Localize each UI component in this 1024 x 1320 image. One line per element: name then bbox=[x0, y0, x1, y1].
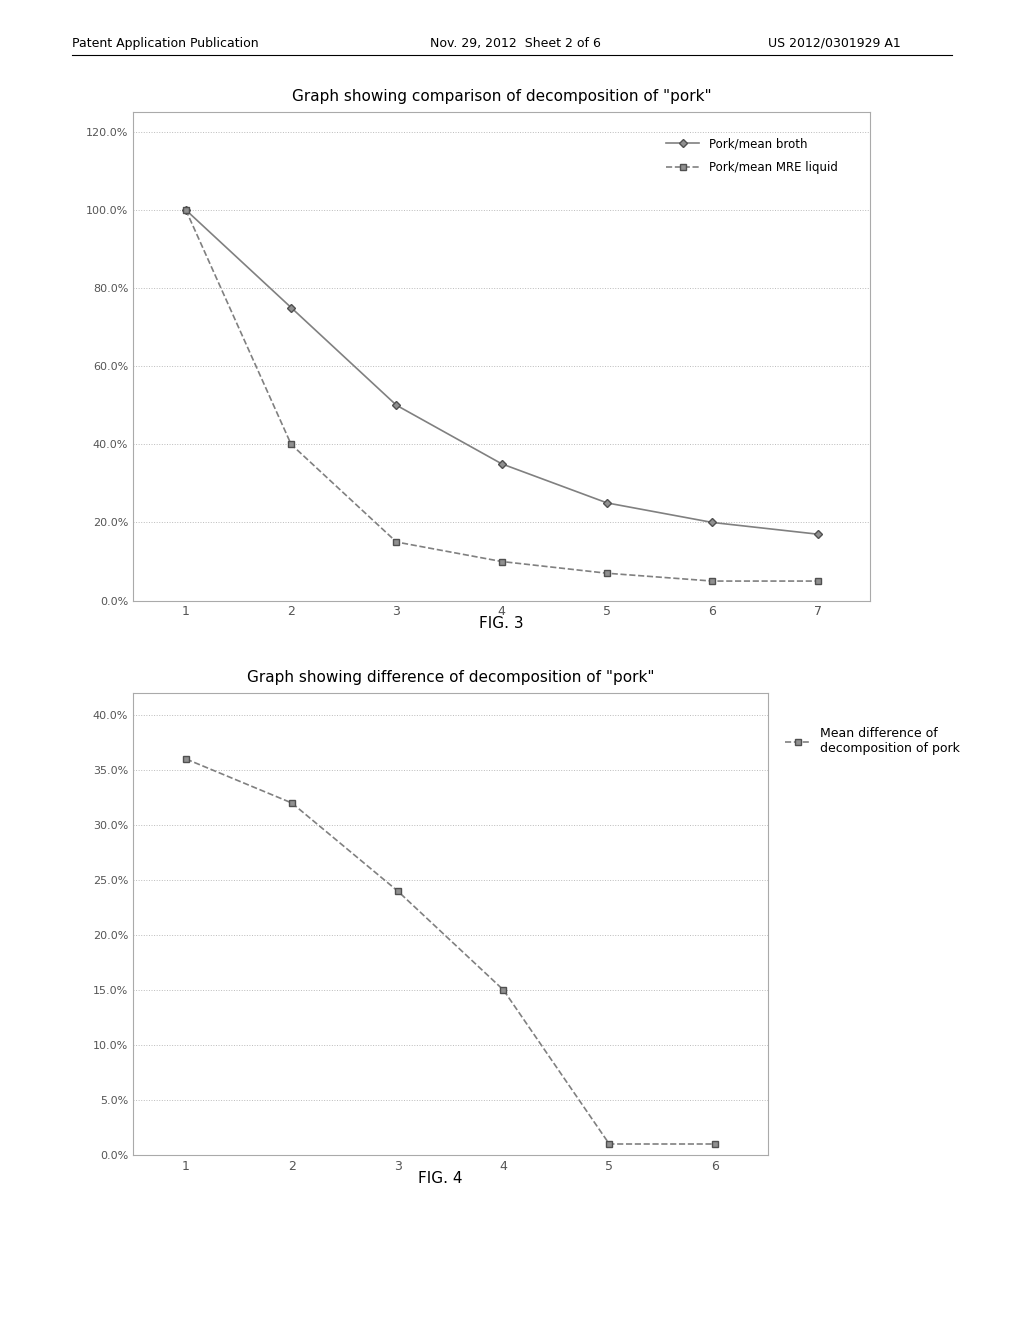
Mean difference of
decomposition of pork bbox=[603, 1137, 615, 1152]
Pork/mean MRE liquid bbox=[179, 202, 191, 218]
Mean difference of
decomposition of pork bbox=[180, 751, 193, 767]
Pork/mean broth bbox=[390, 397, 402, 413]
Pork/mean broth bbox=[812, 527, 824, 543]
Pork/mean MRE liquid bbox=[390, 535, 402, 550]
Pork/mean broth bbox=[496, 455, 508, 471]
Line: Mean difference of
decomposition of pork: Mean difference of decomposition of pork bbox=[182, 755, 719, 1147]
Legend: Pork/mean broth, Pork/mean MRE liquid: Pork/mean broth, Pork/mean MRE liquid bbox=[662, 133, 843, 178]
Mean difference of
decomposition of pork bbox=[709, 1137, 721, 1152]
Text: US 2012/0301929 A1: US 2012/0301929 A1 bbox=[768, 37, 901, 50]
Text: FIG. 3: FIG. 3 bbox=[479, 616, 524, 631]
Text: Nov. 29, 2012  Sheet 2 of 6: Nov. 29, 2012 Sheet 2 of 6 bbox=[430, 37, 601, 50]
Title: Graph showing comparison of decomposition of "pork": Graph showing comparison of decompositio… bbox=[292, 88, 712, 104]
Pork/mean MRE liquid bbox=[496, 553, 508, 569]
Pork/mean broth bbox=[707, 515, 719, 531]
Line: Pork/mean MRE liquid: Pork/mean MRE liquid bbox=[182, 206, 821, 585]
Line: Pork/mean broth: Pork/mean broth bbox=[182, 207, 821, 537]
Pork/mean broth bbox=[179, 202, 191, 218]
Text: Patent Application Publication: Patent Application Publication bbox=[72, 37, 258, 50]
Pork/mean MRE liquid bbox=[601, 565, 613, 581]
Pork/mean MRE liquid bbox=[707, 573, 719, 589]
Title: Graph showing difference of decomposition of "pork": Graph showing difference of decompositio… bbox=[247, 669, 654, 685]
Pork/mean MRE liquid bbox=[812, 573, 824, 589]
Text: FIG. 4: FIG. 4 bbox=[418, 1171, 463, 1185]
Mean difference of
decomposition of pork bbox=[391, 883, 403, 899]
Pork/mean broth bbox=[285, 300, 297, 315]
Pork/mean MRE liquid bbox=[285, 437, 297, 453]
Pork/mean broth bbox=[601, 495, 613, 511]
Legend: Mean difference of
decomposition of pork: Mean difference of decomposition of pork bbox=[780, 722, 965, 760]
Mean difference of
decomposition of pork bbox=[286, 795, 298, 810]
Mean difference of
decomposition of pork bbox=[498, 982, 510, 998]
